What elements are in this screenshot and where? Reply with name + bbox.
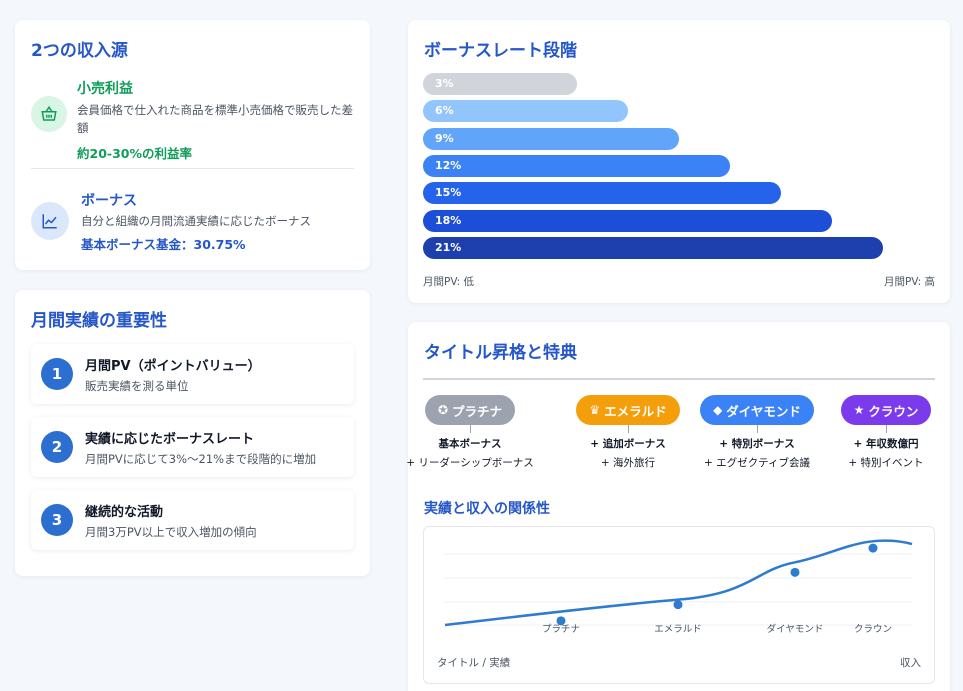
badge-stem [469,425,471,433]
step-number: 3 [41,504,73,536]
importance-card: 月間実績の重要性 1 月間PV（ポイントバリュー） 販売実績を測る単位 2 実績… [15,290,370,576]
retail-profit-title: 小売利益 [77,81,133,97]
badge-stem [756,425,758,433]
title-promotion-title: タイトル昇格と特典 [424,343,577,363]
diamond-badge[interactable]: ◆ ダイヤモンド [700,395,814,425]
step-desc: 販売実績を測る単位 [85,378,189,393]
step-title: 継続的な活動 [85,504,164,520]
chart-ylabel: 収入 [900,657,921,669]
step-desc: 月間3万PV以上で収入増加の傾向 [85,524,257,539]
badge-crown: ★ クラウン + 年収数億円 + 特別イベント [836,395,936,470]
relation-subtitle: 実績と収入の関係性 [424,501,550,517]
relation-chart-svg: プラチナ エメラルド ダイヤモンド クラウン [444,539,913,635]
bonus-item: ボーナス 自分と組織の月間流通実績に応じたボーナス 基本ボーナス基金：30.75… [31,190,354,253]
retail-profit-item: 小売利益 会員価格で仕入れた商品を標準小売価格で販売した差額 約20-30%の利… [31,78,354,162]
bonus-rate-bar: 6% [423,100,628,123]
step-title: 月間PV（ポイントバリュー） [85,358,261,374]
perk-secondary: + リーダーシップボーナス [406,457,534,469]
bonus-rate-card: ボーナスレート段階 3% 6% 9% 12% 15% 18% 21% 月間PV: 低 月間P… [408,20,950,303]
relation-point [673,600,683,610]
bonus-fund: 基本ボーナス基金：30.75% [81,237,246,252]
gem-icon: ◆ [713,403,723,417]
perk-primary: + 年収数億円 [853,438,919,450]
badge-stem [627,425,629,433]
importance-title: 月間実績の重要性 [31,311,167,331]
retail-profit-margin: 約20-30%の利益率 [77,146,193,161]
timeline-line [423,378,935,380]
retail-profit-desc: 会員価格で仕入れた商品を標準小売価格で販売した差額 [77,103,353,135]
x-tick-label: エメラルド [654,624,702,635]
income-sources-title: 2つの収入源 [31,41,128,61]
bonus-rate-bar: 3% [423,73,577,95]
crown-icon: ♛ [589,403,601,417]
chart-xlabel: タイトル / 実績 [437,657,511,669]
award-icon: ✪ [437,403,449,417]
bonus-rate-bar: 12% [423,154,730,177]
badge-emerald: ♛ エメラルド + 追加ボーナス + 海外旅行 [568,395,688,470]
bonus-rate-bar: 15% [423,182,781,205]
bonus-desc: 自分と組織の月間流通実績に応じたボーナス [81,214,311,228]
step-number: 1 [41,358,73,390]
relation-line [444,539,913,627]
perk-primary: + 追加ボーナス [590,438,666,450]
step-title: 実績に応じたボーナスレート [85,431,255,447]
relation-point [790,567,800,577]
perk-secondary: + 海外旅行 [600,457,656,469]
step-item: 1 月間PV（ポイントバリュー） 販売実績を測る単位 [31,344,354,404]
emerald-badge[interactable]: ♛ エメラルド [576,395,680,425]
relation-chart: プラチナ エメラルド ダイヤモンド クラウン タイトル / 実績 収入 [423,526,935,684]
axis-low-label: 月間PV: 低 [423,276,475,288]
income-sources-card: 2つの収入源 小売利益 会員価格で仕入れた商品を標準小売価格で販売した差額 約2… [15,20,370,270]
step-item: 3 継続的な活動 月間3万PV以上で収入増加の傾向 [31,490,354,550]
platinum-badge[interactable]: ✪ プラチナ [424,395,516,425]
step-desc: 月間PVに応じて3%〜21%まで段階的に増加 [85,451,317,466]
perk-primary: + 特別ボーナス [719,438,795,450]
star-icon: ★ [853,403,865,417]
perk-primary: 基本ボーナス [438,438,502,450]
axis-high-label: 月間PV: 高 [883,276,935,288]
divider [31,168,354,169]
x-tick-label: クラウン [854,624,892,635]
bonus-rate-bar: 9% [423,127,679,150]
badge-stem [885,425,887,433]
bonus-title: ボーナス [81,193,137,209]
basket-icon [31,96,67,132]
crown-badge[interactable]: ★ クラウン [840,395,932,425]
badge-diamond: ◆ ダイヤモンド + 特別ボーナス + エグゼクティブ会議 [692,395,822,470]
relation-point [868,543,878,553]
step-item: 2 実績に応じたボーナスレート 月間PVに応じて3%〜21%まで段階的に増加 [31,417,354,477]
perk-secondary: + 特別イベント [848,457,924,469]
perk-secondary: + エグゼクティブ会議 [703,457,810,469]
bonus-rate-bar: 18% [423,209,832,232]
chart-line-icon [31,202,69,240]
title-promotion-card: タイトル昇格と特典 ✪ プラチナ 基本ボーナス + リーダーシップボーナス ♛ エメ… [406,322,950,691]
step-number: 2 [41,431,73,463]
badge-platinum: ✪ プラチナ 基本ボーナス + リーダーシップボーナス [406,395,553,470]
x-tick-label: プラチナ [542,624,580,635]
bonus-rate-bar: 21% [423,236,883,259]
relation-point [556,616,566,626]
bonus-rate-title: ボーナスレート段階 [424,41,577,61]
x-tick-label: ダイヤモンド [767,623,824,635]
